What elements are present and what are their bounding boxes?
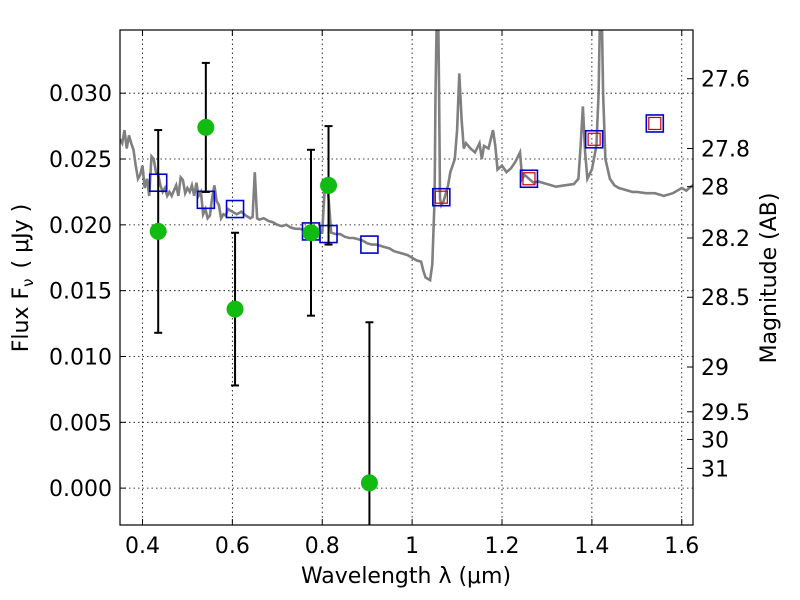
x-tick-label: 1.6: [664, 534, 699, 559]
nir-band-marker: [587, 132, 601, 146]
observed-flux-point: [226, 300, 244, 318]
x-tick-label: 0.4: [125, 534, 160, 559]
observed-flux-point: [360, 474, 378, 492]
x-tick-label: 1.2: [485, 534, 520, 559]
observed-flux-point: [320, 176, 338, 194]
model-band-marker: [584, 129, 604, 149]
y-axis-right: 27.6 27.8 28 28.2 28.5 29 29.530 31: [687, 68, 750, 482]
right-tick-label: 27.8: [701, 137, 750, 162]
nir-band-marker: [522, 172, 536, 186]
model-band-marker: [360, 235, 379, 254]
right-tick-label: 29: [701, 356, 729, 381]
x-tick-label: 0.6: [215, 534, 250, 559]
observed-flux-point: [149, 222, 167, 240]
x-tick-label: 1: [405, 534, 419, 559]
model-band-marker: [432, 187, 451, 207]
right-tick-label: 30: [701, 428, 729, 453]
x-tick-label: 1.4: [574, 534, 609, 559]
right-tick-label: 27.6: [701, 68, 750, 93]
sed-model-line: [120, 30, 693, 283]
observed-points: [149, 118, 378, 492]
observed-flux-point: [197, 118, 215, 136]
y-axis-label: Flux Fν ( μJy ): [9, 204, 37, 352]
y-axis-right-label: Magnitude (AB): [757, 193, 782, 364]
y-axis-label-unit: ( μJy ): [9, 204, 34, 269]
y-axis-left: 0.000 0.005 0.010 0.015 0.020 0.025 0.030: [49, 82, 126, 502]
y-tick-label: 0.015: [49, 280, 112, 305]
sed-model-layer: [120, 30, 693, 283]
right-tick-label: 28: [701, 176, 729, 201]
model-band-marker: [519, 169, 539, 189]
right-tick-label: 28.5: [701, 286, 750, 311]
y-tick-label: 0.005: [49, 411, 112, 436]
y-tick-label: 0.030: [49, 82, 112, 107]
y-tick-label: 0.010: [49, 345, 112, 370]
plot-frame: [119, 29, 694, 526]
right-tick-label: 29.5: [701, 401, 750, 426]
x-tick-label: 0.8: [305, 534, 340, 559]
y-tick-label: 0.020: [49, 214, 112, 239]
y-tick-label: 0.025: [49, 148, 112, 173]
model-band-marker: [645, 114, 665, 133]
model-band-marker: [225, 199, 245, 219]
x-axis: 0.4 0.6 0.8 1 1.2 1.4 1.6: [125, 30, 699, 559]
y-axis-label-main: Flux F: [9, 287, 34, 352]
right-tick-label: 28.2: [701, 227, 750, 252]
nir-band-marker: [434, 190, 448, 204]
nir-band-marker: [648, 116, 662, 131]
x-axis-label: Wavelength λ (μm): [301, 564, 511, 589]
right-tick-label: 31: [701, 457, 729, 482]
y-tick-label: 0.000: [49, 477, 112, 502]
observed-flux-point: [302, 224, 320, 242]
y-axis-label-sub: ν: [19, 278, 37, 286]
grid: [120, 30, 693, 525]
nir-band-markers: [434, 116, 662, 204]
